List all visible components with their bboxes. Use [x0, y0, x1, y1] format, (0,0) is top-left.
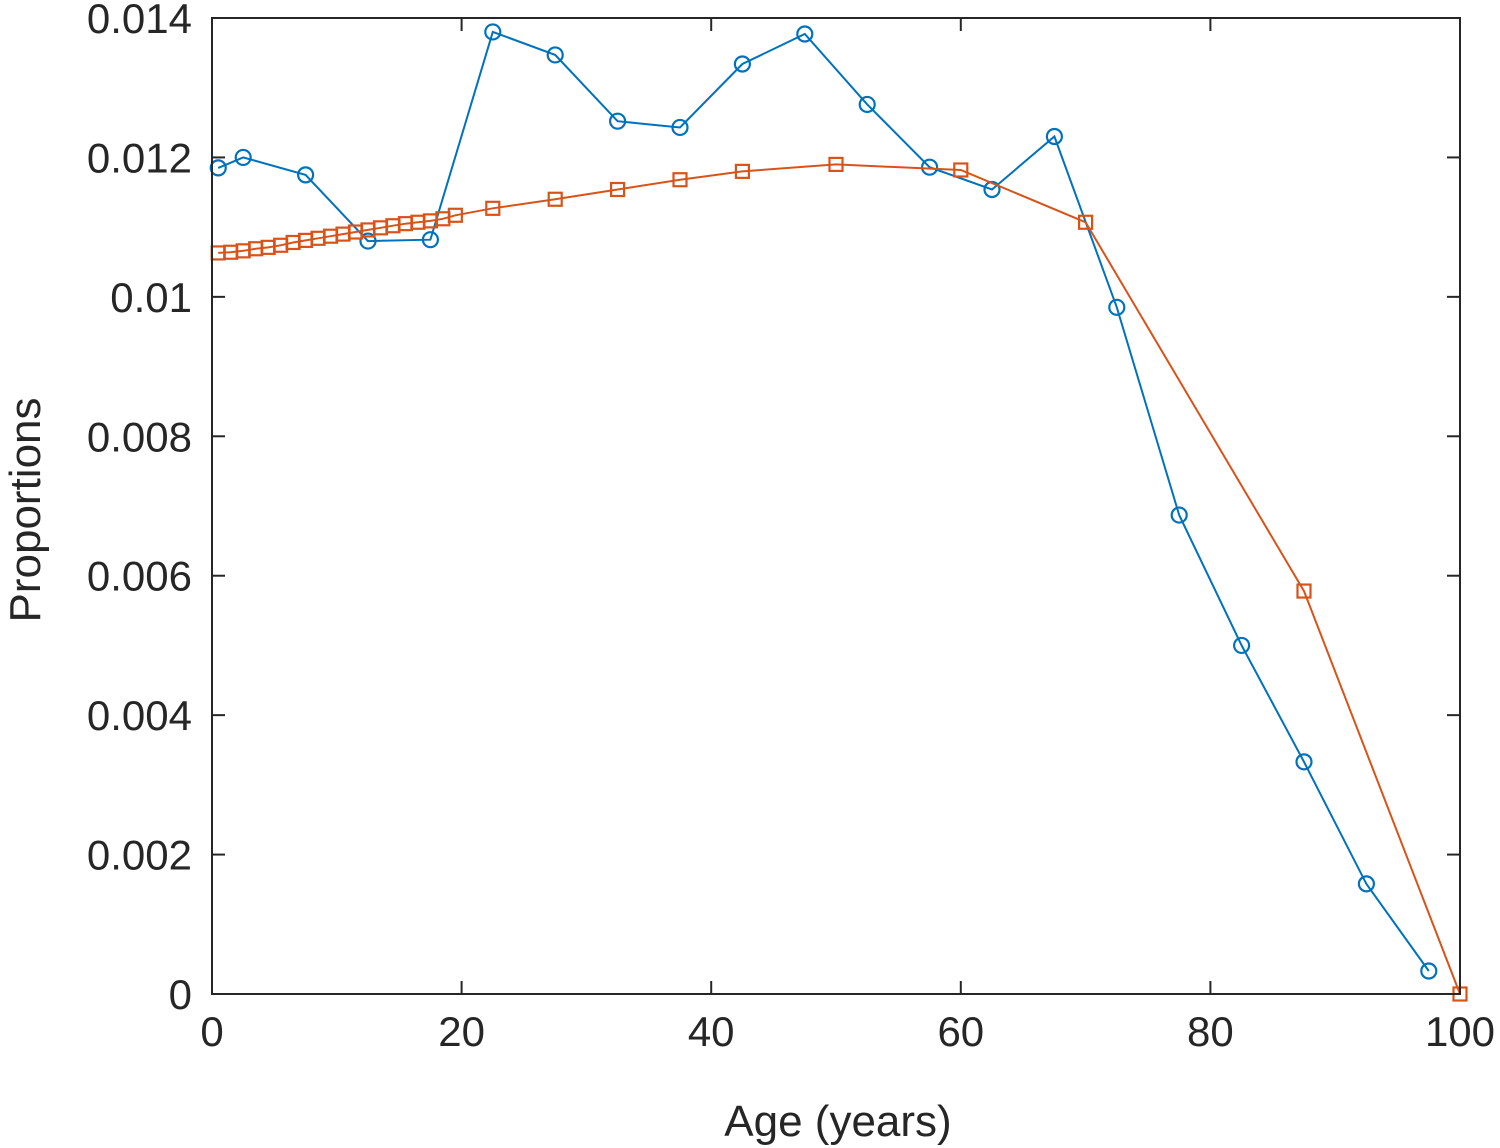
series-2-point — [447, 207, 463, 223]
y-tick-label: 0.012 — [87, 134, 192, 181]
series-2-point — [1296, 583, 1312, 599]
x-tick-label: 0 — [200, 1008, 223, 1055]
series-1-point — [1232, 636, 1251, 655]
x-tick-label: 20 — [438, 1008, 485, 1055]
y-tick-label: 0.014 — [87, 0, 192, 42]
series-1-point — [546, 46, 564, 64]
plot-area — [212, 18, 1460, 994]
x-tick-label: 100 — [1425, 1008, 1495, 1055]
series-2-point — [485, 200, 501, 216]
y-tick-label: 0.002 — [87, 832, 192, 879]
series-1-point — [1108, 298, 1126, 316]
series-1-line — [217, 30, 1430, 972]
series-1-point — [1045, 127, 1064, 146]
y-axis-title: Proportions — [1, 397, 50, 622]
series-1-point — [796, 25, 814, 43]
series-1-point — [234, 148, 252, 167]
y-tick-label: 0.01 — [110, 274, 192, 321]
series-1-point — [421, 231, 439, 249]
series-1 — [209, 23, 1438, 980]
series-layer — [209, 23, 1468, 1002]
series-2-point — [953, 162, 969, 178]
series-2-point — [672, 172, 688, 188]
series-1-point — [920, 158, 939, 176]
series-1-point — [1420, 962, 1438, 980]
series-1-point — [671, 118, 689, 137]
series-2-point — [1077, 214, 1094, 230]
y-tick-label: 0 — [169, 971, 192, 1018]
series-2 — [210, 156, 1468, 1002]
series-1-point — [1357, 875, 1376, 893]
plot-background — [212, 18, 1460, 994]
series-1-point — [733, 55, 752, 73]
y-tick-label: 0.006 — [87, 553, 192, 600]
series-1-point — [484, 23, 502, 41]
series-1-point — [359, 232, 377, 250]
x-tick-label: 40 — [688, 1008, 735, 1055]
series-1-point — [1295, 753, 1313, 771]
x-tick-label: 60 — [937, 1008, 984, 1055]
series-2-point — [734, 163, 751, 179]
series-1-point — [209, 159, 227, 177]
y-tick-label: 0.008 — [87, 413, 192, 460]
axes-box — [211, 17, 1461, 995]
series-1-point — [858, 95, 876, 114]
series-1-point — [608, 112, 627, 130]
series-1-point — [297, 166, 315, 184]
series-2-point — [609, 181, 626, 198]
series-2-point — [547, 191, 563, 207]
axes-layer: 0 20 40 60 80 100 0 0.002 0.004 0.006 0.008 0.01 0.0… — [87, 0, 1495, 1055]
series-2-point — [828, 156, 844, 172]
x-axis-title: Age (years) — [724, 1097, 951, 1146]
series-1-point — [1170, 506, 1188, 524]
y-tick-label: 0.004 — [87, 692, 192, 739]
x-tick-label: 80 — [1187, 1008, 1234, 1055]
